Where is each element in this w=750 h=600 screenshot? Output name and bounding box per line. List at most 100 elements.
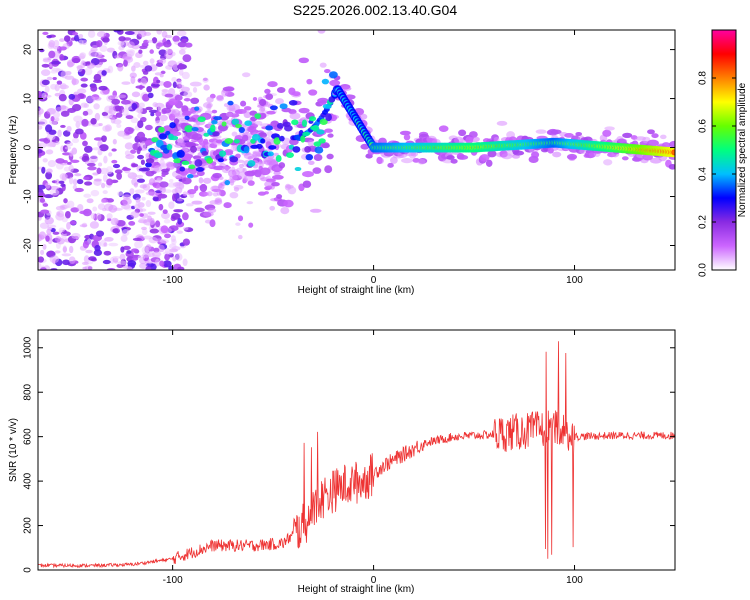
heatmap-cell	[42, 203, 49, 207]
heatmap-cell	[82, 240, 89, 249]
heatmap-cell	[42, 58, 51, 63]
heatmap-cell	[216, 190, 221, 196]
top-y-tick-label: 20	[23, 44, 34, 56]
heatmap-cell	[223, 202, 232, 209]
heatmap-cell	[126, 250, 132, 254]
heatmap-cell	[267, 151, 274, 157]
colorbar-tick-label: 0.6	[698, 119, 709, 133]
bottom-y-tick-label: 800	[23, 383, 34, 400]
heatmap-cell	[236, 159, 245, 163]
heatmap-cell	[273, 152, 280, 157]
heatmap-cell	[651, 133, 659, 139]
heatmap-cell	[48, 39, 56, 48]
heatmap-cell	[203, 192, 210, 196]
heatmap-cell	[115, 112, 123, 118]
heatmap-cell	[271, 182, 280, 187]
heatmap-cell	[178, 84, 185, 88]
heatmap-cell	[76, 179, 84, 185]
heatmap-cell	[87, 166, 97, 171]
heatmap-cell	[40, 249, 45, 256]
heatmap-cell	[244, 120, 253, 126]
heatmap-cell	[313, 141, 322, 147]
heatmap-cell	[139, 184, 147, 189]
heatmap-cell	[42, 31, 49, 36]
heatmap-cell	[289, 138, 299, 146]
heatmap-cell	[64, 210, 71, 219]
heatmap-cell	[108, 204, 118, 213]
heatmap-cell	[268, 145, 277, 150]
heatmap-cell	[159, 239, 169, 244]
heatmap-cell	[137, 30, 147, 38]
heatmap-cell	[154, 258, 161, 267]
colorbar-tick-label: 0.8	[698, 71, 709, 85]
heatmap-cell	[284, 124, 293, 132]
heatmap-cell	[241, 72, 251, 78]
heatmap-cell	[46, 76, 53, 81]
heatmap-cell	[38, 142, 47, 149]
heatmap-cell	[45, 171, 53, 180]
heatmap-cell	[222, 86, 235, 92]
heatmap-cell	[117, 191, 123, 197]
heatmap-cell	[141, 226, 147, 231]
heatmap-cell	[96, 31, 107, 38]
heatmap-cell	[259, 167, 271, 176]
heatmap-cell	[108, 152, 113, 157]
heatmap-cell	[168, 98, 178, 106]
heatmap-cell	[45, 235, 50, 242]
heatmap-cell	[41, 63, 50, 68]
heatmap-cell	[142, 252, 151, 258]
heatmap-cell	[73, 115, 83, 123]
heatmap-cell	[174, 94, 183, 101]
heatmap-cell	[288, 99, 298, 106]
heatmap-cell	[175, 253, 183, 261]
heatmap-cell	[39, 222, 49, 229]
heatmap-cell	[45, 149, 54, 155]
heatmap-cell	[161, 173, 166, 178]
heatmap-cell	[182, 54, 192, 63]
heatmap-cell	[650, 157, 662, 164]
heatmap-cell	[194, 207, 205, 213]
heatmap-cell	[55, 158, 65, 164]
heatmap-cell	[59, 46, 67, 51]
heatmap-cell	[86, 162, 96, 167]
heatmap-cell	[85, 61, 91, 65]
heatmap-cell	[135, 174, 144, 178]
heatmap-cell	[252, 97, 258, 101]
heatmap-cell	[97, 203, 106, 211]
heatmap-cell	[54, 117, 60, 122]
heatmap-cell	[564, 133, 574, 138]
heatmap-cell	[403, 133, 411, 141]
heatmap-cell	[147, 92, 154, 99]
heatmap-cell	[647, 129, 655, 135]
heatmap-cell	[141, 196, 146, 201]
heatmap-cell	[48, 50, 56, 59]
heatmap-cell	[165, 130, 171, 136]
heatmap-cell	[292, 146, 301, 153]
heatmap-cell	[106, 47, 115, 53]
heatmap-cell	[83, 145, 93, 153]
heatmap-cell	[602, 129, 612, 137]
heatmap-cell	[91, 44, 98, 49]
heatmap-cell	[238, 163, 245, 168]
heatmap-cell	[158, 133, 168, 140]
heatmap-cell	[38, 262, 42, 270]
heatmap-cell	[238, 234, 243, 240]
heatmap-cell	[121, 167, 132, 171]
heatmap-cell	[40, 267, 47, 270]
heatmap-cell	[68, 176, 74, 185]
heatmap-cell	[80, 83, 88, 88]
heatmap-cell	[80, 102, 88, 108]
heatmap-cell	[174, 143, 185, 148]
heatmap-cell	[120, 234, 128, 243]
heatmap-cell	[176, 230, 183, 234]
heatmap-cell	[66, 221, 71, 230]
heatmap-cell	[181, 160, 190, 166]
heatmap-cell	[207, 207, 217, 214]
heatmap-cell	[617, 138, 628, 143]
heatmap-cell	[137, 154, 144, 160]
heatmap-cell	[264, 180, 275, 188]
heatmap-cell	[286, 152, 294, 158]
heatmap-cell	[271, 174, 284, 180]
heatmap-cell	[155, 62, 164, 67]
